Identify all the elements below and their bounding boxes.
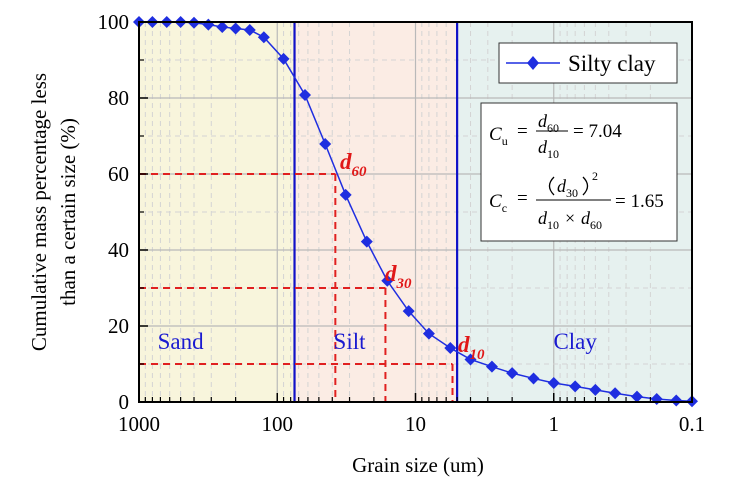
cu-denominator: d10 xyxy=(538,137,559,161)
data-point xyxy=(527,372,540,385)
cc-left-paren xyxy=(548,176,555,196)
y-tick-label: 40 xyxy=(108,238,129,262)
data-point xyxy=(381,274,394,287)
data-point xyxy=(444,342,457,355)
cc-denominator-a: d10 xyxy=(538,208,559,232)
data-point xyxy=(298,88,311,101)
equation-frame xyxy=(480,102,678,242)
cc-denominator-b: d60 xyxy=(581,208,602,232)
y-tick-label: 60 xyxy=(108,162,129,186)
zone-label-silt: Silt xyxy=(334,329,367,354)
data-point xyxy=(670,394,683,407)
data-point xyxy=(589,383,602,396)
cc-eq-sign: = xyxy=(517,188,528,209)
grid-lines xyxy=(138,22,693,402)
y-tick-label: 100 xyxy=(98,10,130,34)
data-point xyxy=(547,377,560,389)
y-axis-title-line2: than a certain size (%) xyxy=(56,118,80,306)
data-point xyxy=(485,360,498,373)
data-point xyxy=(630,390,643,403)
d60-label: d60 xyxy=(340,149,367,180)
data-point xyxy=(339,188,352,201)
data-point xyxy=(243,23,256,36)
data-point xyxy=(229,22,242,35)
data-point xyxy=(257,31,270,44)
d10-label: d10 xyxy=(458,332,485,363)
x-axis-ticks: 1000 100 10 1 0.1 xyxy=(118,393,705,436)
characteristic-labels: d60 d30 d10 xyxy=(340,149,485,363)
data-point xyxy=(319,137,332,150)
cc-numerator: d30 xyxy=(557,176,578,200)
cu-value: = 7.04 xyxy=(573,121,622,142)
zone-label-clay: Clay xyxy=(553,329,597,354)
legend-marker xyxy=(527,56,539,70)
data-point xyxy=(216,20,229,33)
y-tick-label: 80 xyxy=(108,86,129,110)
data-point xyxy=(422,327,435,340)
data-point xyxy=(569,380,582,393)
cu-lhs: Cu xyxy=(489,124,508,148)
x-axis-title: Grain size (um) xyxy=(352,453,484,477)
data-point xyxy=(609,387,622,400)
x-tick-label: 100 xyxy=(262,412,294,436)
cc-lhs: Cc xyxy=(489,191,507,215)
x-tick-label: 10 xyxy=(405,412,426,436)
d30-label: d30 xyxy=(385,261,412,292)
y-tick-label: 0 xyxy=(119,390,130,414)
zone-labels: Sand Silt Clay xyxy=(158,329,598,354)
legend: Silty clay xyxy=(498,42,678,84)
equation-box: Cu = d60 d10 = 7.04 Cc = d30 2 d10 × d60… xyxy=(480,102,678,242)
zone-boundaries xyxy=(293,22,459,402)
x-tick-label: 1000 xyxy=(118,412,160,436)
data-point xyxy=(464,353,477,366)
cc-denominator-op: × xyxy=(565,208,575,228)
data-point xyxy=(277,52,290,65)
x-tick-label: 1 xyxy=(549,412,560,436)
data-point xyxy=(360,235,373,248)
data-point xyxy=(402,305,415,318)
y-tick-label: 20 xyxy=(108,314,129,338)
data-point xyxy=(506,367,519,380)
y-axis-ticks: 0 20 40 60 80 100 xyxy=(98,10,148,414)
cc-right-paren xyxy=(582,176,589,196)
x-tick-label: 0.1 xyxy=(679,412,705,436)
y-axis-title-line1: Cumulative mass percentage less xyxy=(27,73,51,351)
cc-value: = 1.65 xyxy=(615,191,664,212)
legend-label: Silty clay xyxy=(568,51,656,76)
zone-label-sand: Sand xyxy=(158,329,205,354)
characteristic-dashed-lines xyxy=(139,173,454,402)
cu-eq-sign: = xyxy=(517,121,528,142)
cc-exponent: 2 xyxy=(592,169,598,183)
